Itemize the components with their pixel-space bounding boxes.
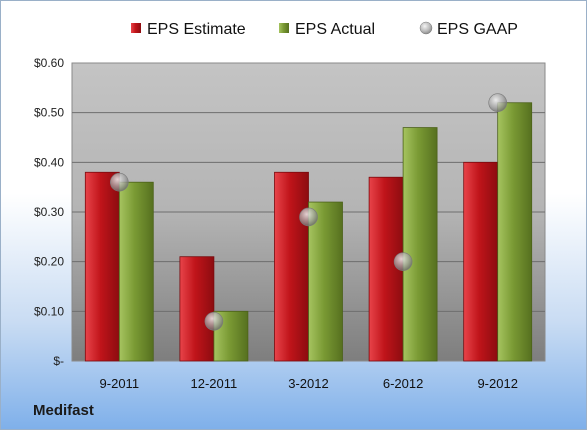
legend-label: EPS GAAP [437,21,518,38]
marker-eps-gaap [299,207,318,227]
x-tick-label: 9-2012 [477,376,517,391]
y-tick-label: $0.50 [34,106,64,120]
legend-swatch [131,23,141,33]
x-axis: 9-2011 12-2011 3-2012 6-2012 9-2012 [100,376,518,391]
bar-eps-estimate [179,256,215,362]
legend: EPS Estimate EPS Actual EPS GAAP [131,21,518,38]
bar-eps-estimate [84,171,120,362]
bar-eps-actual [213,310,249,362]
x-tick-label: 3-2012 [288,376,328,391]
x-tick-label: 12-2011 [191,376,238,391]
bars [84,102,533,362]
y-tick-label: $0.30 [34,205,64,219]
y-tick-label: $0.10 [34,304,64,318]
y-tick-label: $- [53,354,64,368]
y-tick-label: $0.40 [34,155,64,169]
marker-eps-gaap [488,93,508,113]
y-tick-label: $0.60 [34,56,64,70]
bar-eps-actual [402,127,438,362]
bar-eps-estimate [463,161,499,362]
marker-eps-gaap [110,172,129,192]
legend-label: EPS Actual [295,21,375,38]
x-tick-label: 6-2012 [383,376,423,391]
legend-swatch [279,23,289,33]
x-tick-label: 9-2011 [100,376,140,391]
bar-eps-actual [308,201,343,362]
bar-eps-actual [497,102,533,362]
company-name: Medifast [33,402,94,419]
marker-eps-gaap [393,252,413,271]
y-tick-label: $0.20 [34,255,64,269]
gaap-markers [110,93,508,331]
legend-swatch [419,21,433,35]
y-axis: $- $0.10 $0.20 $0.30 $0.40 $0.50 $0.60 [34,56,64,368]
bar-eps-actual [118,181,154,362]
marker-eps-gaap [204,311,224,331]
bar-eps-estimate [274,171,309,362]
legend-label: EPS Estimate [147,21,246,38]
